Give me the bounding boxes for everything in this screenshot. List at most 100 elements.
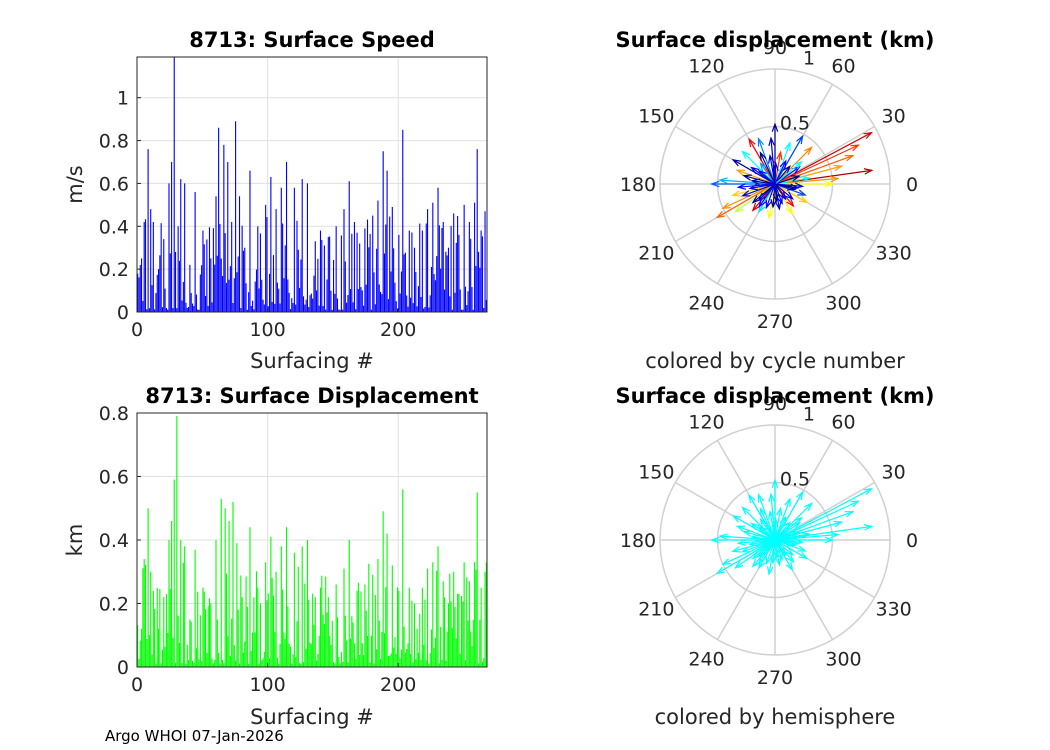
arrow-head [863,487,874,496]
arrow-shaft [774,516,787,541]
displacement-arrow [740,183,776,197]
arrow-head [742,530,752,537]
arrow-shaft [774,183,778,202]
arrow-head [731,158,742,167]
radius-label: 0.5 [780,468,810,490]
arrow-shaft [758,183,776,201]
arrow-head [772,193,780,203]
arrow-head [776,150,783,161]
displacement-arrow [774,516,803,541]
displacement-arrow [750,534,776,542]
arrow-head [748,137,756,148]
displacement-arrow [774,539,797,547]
arrow-head [786,540,797,547]
arrow-shaft [774,488,872,541]
arrow-head [748,493,756,504]
arrow-head [785,561,794,572]
arrow-head [774,200,782,211]
arrow-head [715,210,726,219]
arrow-head [742,174,752,181]
displacement-arrow [774,134,804,185]
arrow-shaft [774,183,787,200]
displacement-arrow [774,183,797,191]
arrow-head [798,551,809,560]
displacement-arrow [718,533,776,541]
chart-title: Surface displacement (km) [615,28,934,52]
arrow-head [844,511,855,518]
arrow-head [771,122,779,132]
arrow-head [791,175,801,182]
arrow-head [863,131,874,140]
arrow-head [784,497,791,507]
footer-label: Argo WHOI 07-Jan-2026 [105,727,284,745]
arrow-shaft [774,135,804,185]
angle-label: 270 [757,667,793,689]
arrow-head [776,195,783,206]
angle-label: 60 [831,55,855,77]
arrow-head [772,161,779,172]
displacement-arrow [775,180,835,188]
arrow-head [757,525,767,534]
arrow-shaft [774,533,839,541]
displacement-arrow [759,161,776,185]
angle-label: 270 [757,311,793,333]
arrow-head [779,159,787,170]
arrow-head [863,168,874,175]
displacement-arrow [774,159,787,185]
radius-label: 1 [803,404,815,426]
arrow-head [759,161,768,172]
arrow-head [800,176,811,183]
angle-label: 240 [688,649,724,671]
y-tick-label: 0.2 [99,259,129,281]
arrow-shaft [774,177,810,185]
displacement-arrow [757,183,776,202]
x-axis-label: Surfacing # [250,705,374,729]
arrow-head [759,507,767,517]
arrow-shaft [757,138,776,185]
arrow-head [776,551,783,562]
angle-label: 90 [763,393,787,415]
arrow-head [850,500,860,508]
arrow-head [733,560,744,569]
arrow-head [759,517,768,528]
angle-label: 0 [906,530,918,552]
displacement-arrow [774,539,787,557]
displacement-arrow [772,539,780,559]
angle-label: 330 [876,599,912,621]
displacement-arrow [759,151,776,185]
displacement-arrow [715,539,776,575]
arrow-head [804,146,813,155]
arrow-head [793,516,803,526]
y-axis-label: m/s [63,165,87,203]
arrow-shaft [774,519,777,541]
arrow-head [751,202,761,212]
displacement-arrow [774,175,801,185]
arrow-shaft [759,152,776,185]
displacement-arrow [748,183,776,191]
arrow-shaft [774,177,839,185]
arrow-head [797,545,807,552]
arrow-shaft [774,183,808,203]
arrow-head [731,190,741,197]
arrow-shaft [765,183,776,208]
x-tick-label: 0 [131,319,143,341]
arrow-head [757,548,767,558]
arrow-head [718,533,728,540]
polar-spoke [774,125,875,185]
arrow-head [736,183,747,190]
displacement-arrow [774,183,787,201]
angle-label: 210 [638,243,674,265]
displacement-arrow [774,532,811,541]
arrow-shaft [774,502,813,541]
arrow-head [721,558,731,566]
arrow-shaft [774,521,791,541]
arrow-shaft [765,539,776,564]
x-tick-label: 200 [380,674,416,696]
displacement-arrow [774,144,860,185]
displacement-arrow [775,536,835,544]
displacement-arrow [715,183,776,219]
arrow-shaft [752,180,776,185]
arrow-head [731,546,741,553]
arrow-head [741,150,750,159]
